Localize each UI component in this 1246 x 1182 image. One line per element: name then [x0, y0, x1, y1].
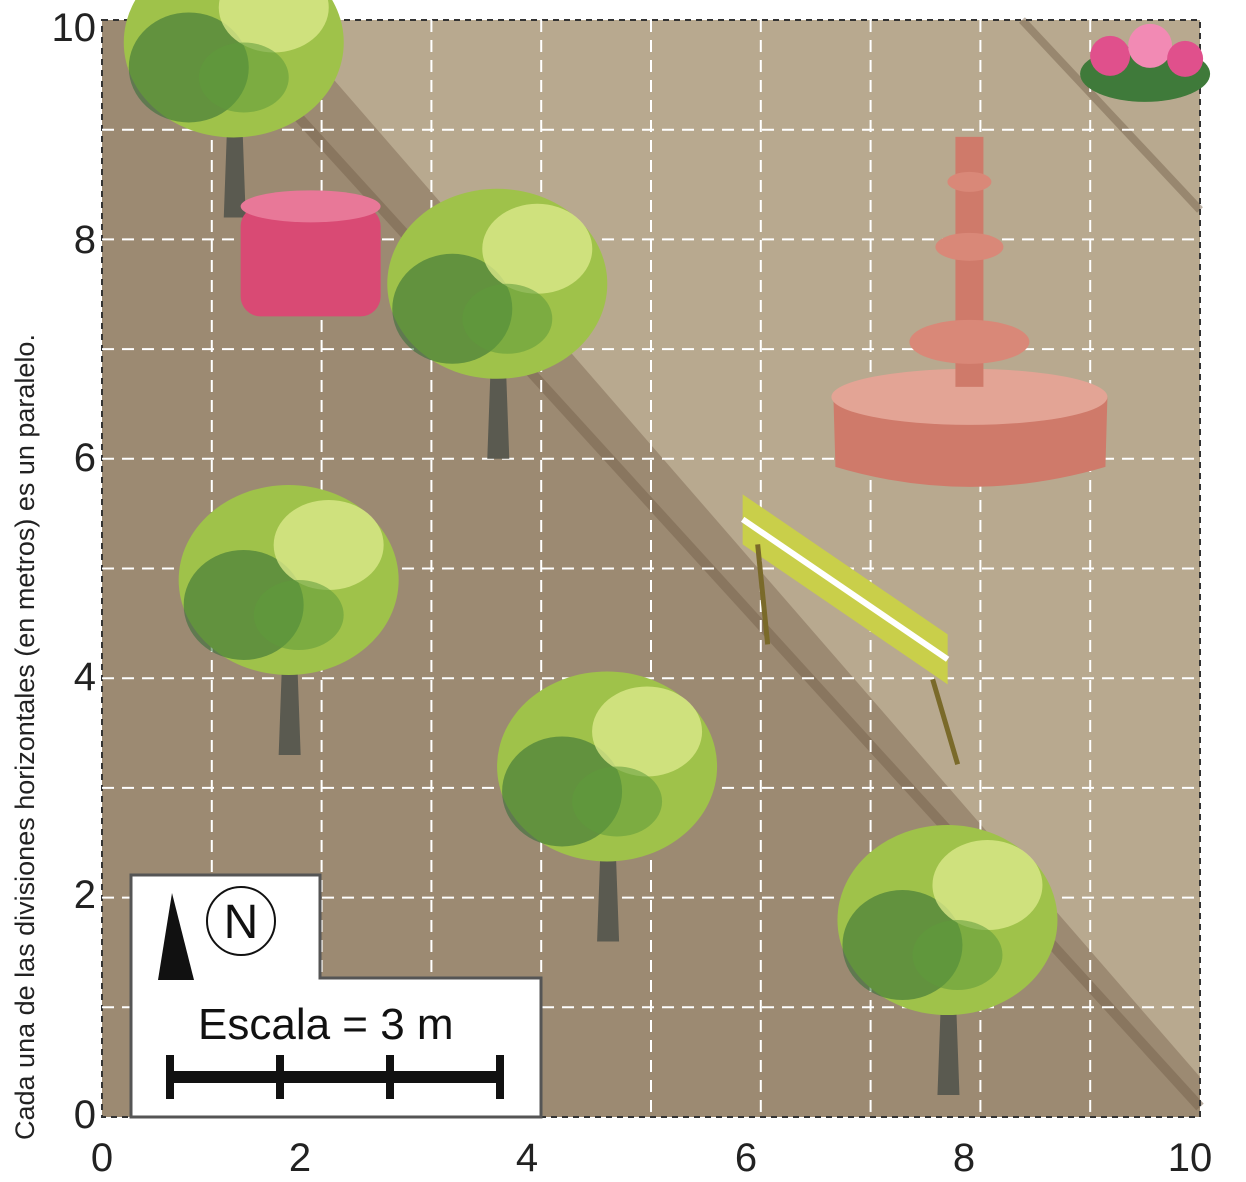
- scale-bar: [169, 1071, 502, 1083]
- y-tick-label: 8: [73, 218, 96, 262]
- tree-icon: [123, 0, 344, 218]
- scale-bar-tick: [496, 1055, 504, 1099]
- x-tick-label: 0: [90, 1136, 114, 1180]
- scale-bar-tick: [386, 1055, 394, 1099]
- flowers-icon: [1080, 23, 1211, 102]
- x-tick-label: 2: [288, 1136, 312, 1180]
- tree-icon: [178, 484, 399, 755]
- y-tick-label: 2: [73, 873, 96, 917]
- legend-box: N: [129, 873, 543, 1119]
- north-circle-icon: [206, 886, 276, 956]
- y-tick-label: 0: [73, 1093, 96, 1137]
- fountain-icon: [831, 136, 1108, 487]
- y-tick-label: 4: [73, 655, 96, 699]
- tree-icon: [837, 825, 1058, 1096]
- scale-bar-tick: [276, 1055, 284, 1099]
- x-tick-label: 4: [515, 1136, 539, 1180]
- north-arrow-icon: [158, 893, 194, 980]
- x-tick-label: 6: [734, 1136, 758, 1180]
- tree-icon: [387, 188, 608, 459]
- bench-icon: [740, 494, 961, 766]
- y-tick-label: 6: [73, 436, 96, 480]
- x-tick-label: 10: [1167, 1136, 1213, 1180]
- north-label: N: [224, 896, 259, 949]
- x-tick-label: 8: [952, 1136, 976, 1180]
- planter-icon: [240, 190, 381, 317]
- path-line: [1019, 17, 1203, 213]
- tree-icon: [497, 671, 718, 942]
- y-tick-label: 10: [51, 6, 97, 50]
- scale-label: Escala = 3 m: [198, 1000, 454, 1049]
- map-features: [123, 0, 1211, 1096]
- scale-bar-tick: [166, 1055, 174, 1099]
